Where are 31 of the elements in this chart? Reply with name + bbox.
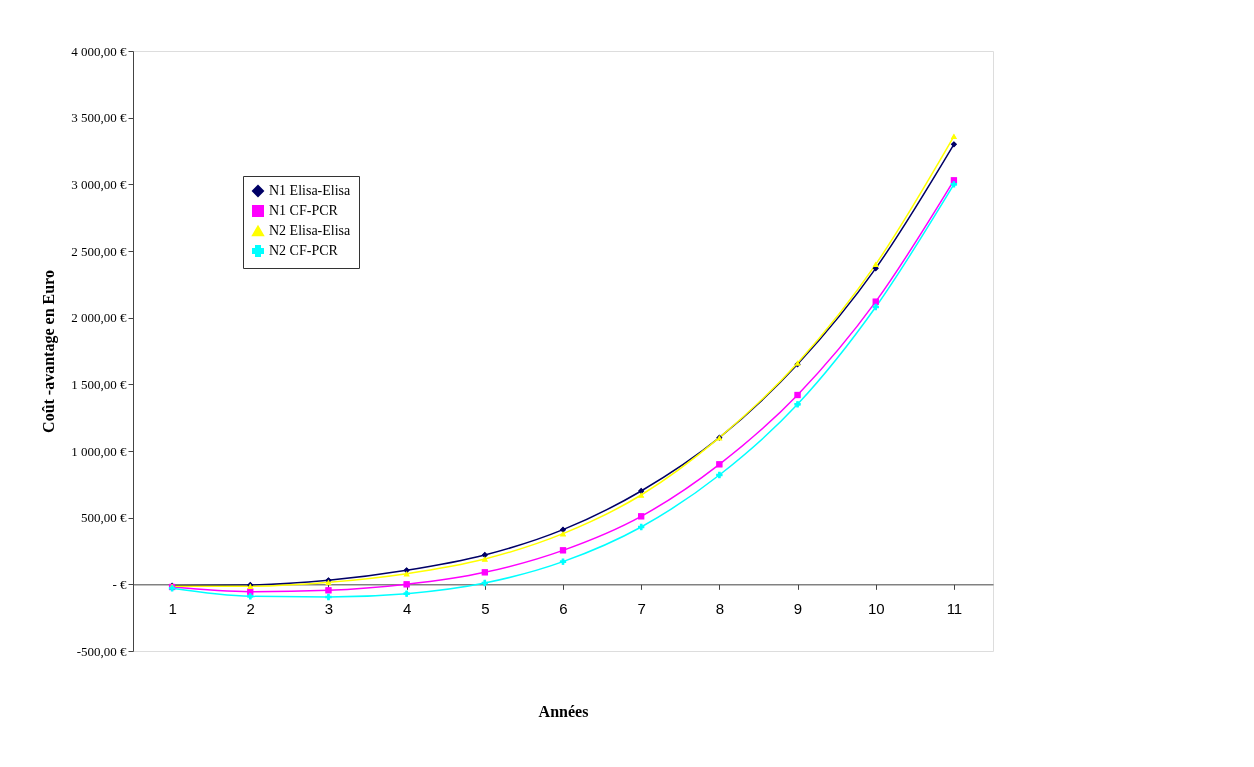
x-tick-label: 9 — [793, 599, 803, 617]
x-tick-label: 11 — [946, 599, 963, 617]
point — [403, 581, 410, 588]
y-tick-label: 3 000,00 € — [71, 176, 127, 192]
legend-label: N2 Elisa-Elisa — [269, 223, 352, 238]
x-tick-label: 5 — [481, 599, 490, 617]
point — [794, 401, 801, 408]
x-tick-label: 8 — [715, 599, 725, 617]
y-tick-label: - € — [112, 576, 127, 592]
x-tick-label: 1 — [168, 599, 177, 617]
y-tick-label: 500,00 € — [81, 510, 127, 526]
y-tick-label: 1 500,00 € — [71, 376, 127, 392]
x-axis-title: Années — [538, 702, 589, 720]
y-tick-label: 1 000,00 € — [71, 443, 127, 459]
y-tick-label: 2 500,00 € — [71, 243, 127, 259]
y-axis-title: Coût -avantage en Euro — [40, 270, 59, 433]
x-tick-label: 6 — [559, 599, 568, 617]
x-tick-label: 7 — [637, 599, 646, 617]
x-tick-label: 2 — [246, 599, 255, 617]
legend-label: N1 Elisa-Elisa — [269, 183, 352, 198]
legend-label: N1 CF-PCR — [269, 203, 339, 218]
x-tick-label: 3 — [324, 599, 334, 617]
x-tick-label: 10 — [867, 599, 885, 617]
y-tick-label: 3 500,00 € — [71, 110, 127, 126]
point — [403, 590, 410, 597]
y-tick-label: -500,00 € — [76, 643, 127, 659]
y-tick-label: 2 000,00 € — [71, 310, 127, 326]
point — [716, 461, 723, 468]
legend-label: N2 CF-PCR — [269, 243, 339, 258]
x-tick-label: 4 — [402, 599, 412, 617]
y-tick-label: 4 000,00 € — [71, 43, 127, 59]
